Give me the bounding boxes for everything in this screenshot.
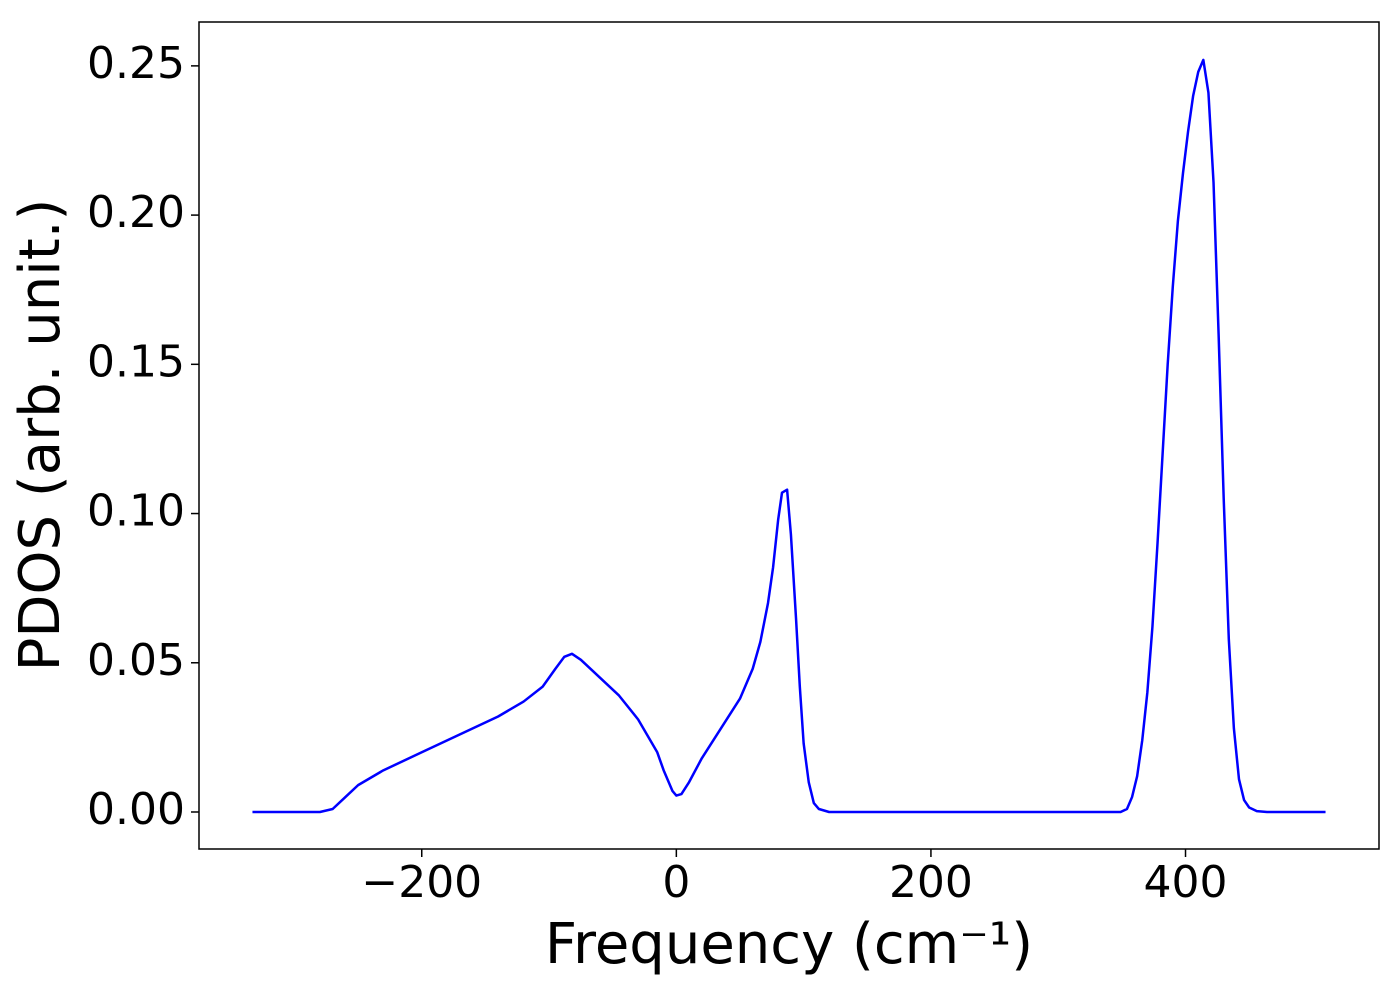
x-tick-label: −200 xyxy=(361,857,482,908)
y-tick-label: 0.10 xyxy=(87,486,185,537)
y-tick-label: 0.25 xyxy=(87,38,185,89)
y-tick-label: 0.05 xyxy=(87,635,185,686)
y-axis-label: PDOS (arb. unit.) xyxy=(8,199,73,672)
y-tick-label: 0.20 xyxy=(87,187,185,238)
plot-frame xyxy=(198,21,1380,850)
y-tick-label: 0.00 xyxy=(87,784,185,835)
x-tick-label: 0 xyxy=(662,857,690,908)
line-series xyxy=(252,58,1326,814)
x-tick-label: 200 xyxy=(889,857,973,908)
x-axis-label: Frequency (cm⁻¹) xyxy=(545,912,1033,977)
x-tick-label: 400 xyxy=(1144,857,1228,908)
y-tick-label: 0.15 xyxy=(87,336,185,387)
